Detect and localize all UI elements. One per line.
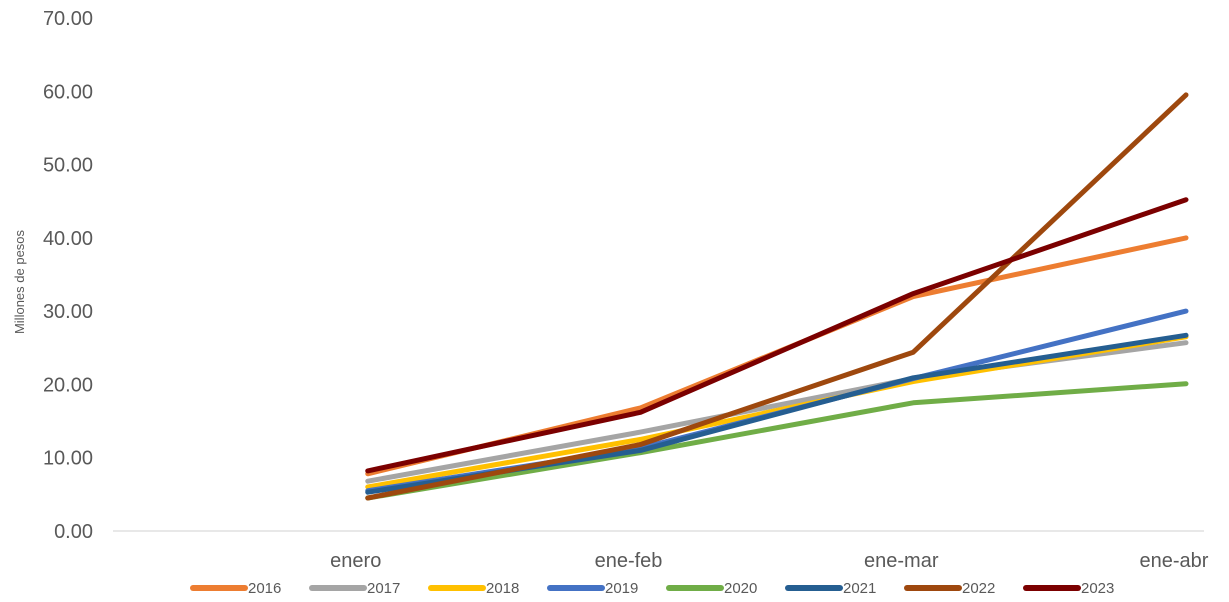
series-line-2022 <box>365 92 1189 501</box>
y-tick-label: 40.00 <box>43 228 93 250</box>
x-tick-label: ene-abr <box>1140 550 1209 572</box>
legend-label: 2017 <box>367 580 400 597</box>
legend-label: 2021 <box>843 580 876 597</box>
y-tick-label: 30.00 <box>43 301 93 323</box>
y-axis-label: Millones de pesos <box>12 229 27 334</box>
y-tick-label: 70.00 <box>43 8 93 30</box>
legend-label: 2019 <box>605 580 638 597</box>
legend-label: 2023 <box>1081 580 1114 597</box>
y-tick-label: 10.00 <box>43 448 93 470</box>
x-tick-label: enero <box>330 550 381 572</box>
y-tick-label: 20.00 <box>43 374 93 396</box>
y-tick-label: 60.00 <box>43 81 93 103</box>
series-line-2020 <box>365 381 1189 501</box>
x-tick-label: ene-feb <box>595 550 663 572</box>
x-tick-label: ene-mar <box>864 550 939 572</box>
legend-label: 2016 <box>248 580 281 597</box>
y-tick-label: 0.00 <box>54 521 93 543</box>
x-axis-ticks: enero ene-feb ene-mar ene-abr <box>330 550 1209 572</box>
series-line-2023 <box>365 197 1189 474</box>
legend-label: 2022 <box>962 580 995 597</box>
series-layer <box>365 92 1189 501</box>
legend: 2016 2017 2018 2019 2020 2021 2022 2023 <box>190 580 1114 597</box>
series-line-2018 <box>365 334 1189 490</box>
legend-label: 2020 <box>724 580 757 597</box>
legend-label: 2018 <box>486 580 519 597</box>
y-axis-ticks: 0.00 10.00 20.00 30.00 40.00 50.00 60.00 70.00 <box>43 8 93 543</box>
y-tick-label: 50.00 <box>43 155 93 177</box>
